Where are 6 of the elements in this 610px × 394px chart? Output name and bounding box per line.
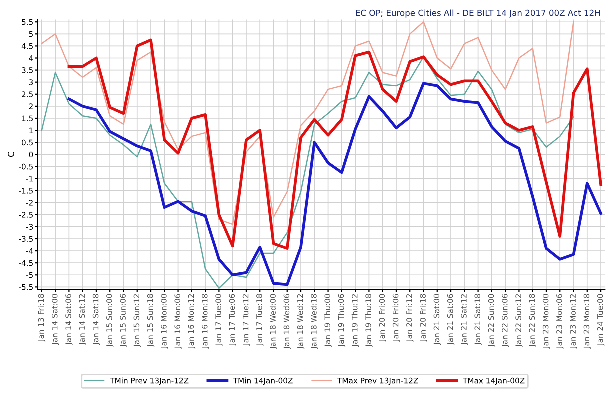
line-series xyxy=(68,82,602,286)
line-series xyxy=(41,21,574,226)
line-series xyxy=(68,38,602,250)
chart-title: EC OP; Europe Cities All - DE BILT 14 Jan 2017 00Z Act 12H xyxy=(356,10,600,18)
line-series xyxy=(41,56,574,290)
y-axis-title: C xyxy=(8,152,14,158)
